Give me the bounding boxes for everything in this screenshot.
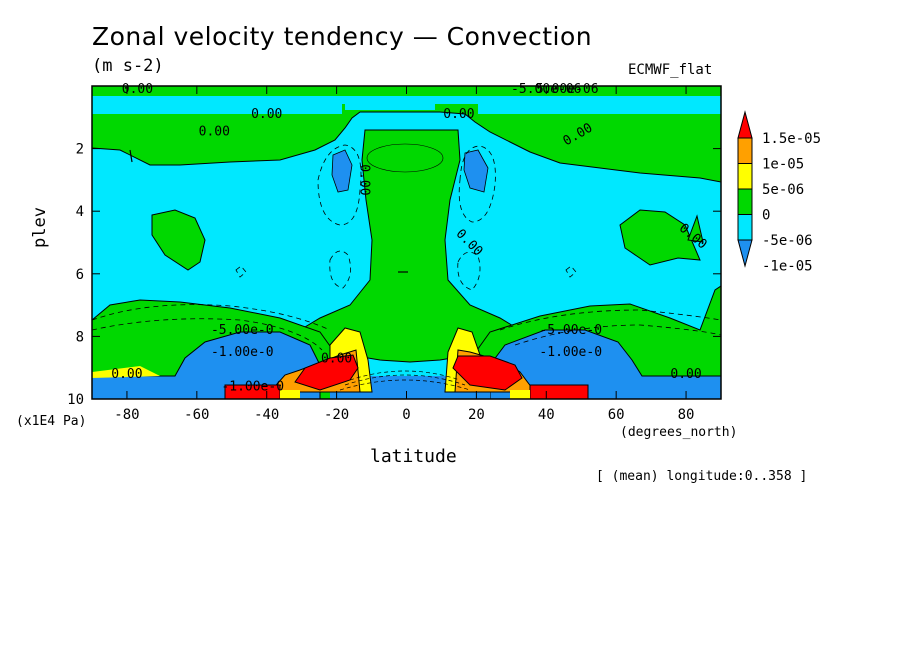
units-label: (m s-2) xyxy=(92,56,164,76)
region-cyan-stripe-top xyxy=(92,96,721,104)
colorbar-extend-bottom xyxy=(737,239,753,268)
colorbar: 1.5e-05 1e-05 5e-06 0 -5e-06 -1e-05 xyxy=(737,110,821,275)
region-blue-lobe-left xyxy=(331,149,353,193)
region-green-blob-left xyxy=(151,209,206,271)
chart-title: Zonal velocity tendency — Convection xyxy=(92,22,593,51)
colorbar-extend-top xyxy=(737,110,753,139)
x-tick-label: -20 xyxy=(324,407,349,423)
contour-label: 0.00 xyxy=(122,82,153,97)
colorbar-swatch xyxy=(737,137,753,164)
plot-area xyxy=(92,86,721,399)
region-cyan-stripe-left xyxy=(92,104,342,114)
y-axis-ticks: 2 4 6 8 10 xyxy=(67,142,721,408)
contour-label: -1.00e-0 xyxy=(221,379,284,394)
region-cyan-stripe-center xyxy=(345,104,435,110)
x-tick-label: 0 xyxy=(402,407,410,423)
region-blue-right xyxy=(489,329,721,399)
contour-label: 0.00 xyxy=(251,107,282,122)
colorbar-label: 1e-05 xyxy=(762,157,804,173)
contour-label: -5.00e-0 xyxy=(211,323,274,338)
y-tick-label: 10 xyxy=(67,392,84,408)
y-tick-label: 8 xyxy=(76,329,84,345)
colorbar-swatch xyxy=(737,163,753,190)
contour-dashed xyxy=(92,144,721,351)
region-cyan-stripe-right xyxy=(478,104,721,114)
x-tick-label: 60 xyxy=(608,407,625,423)
colorbar-label: 0 xyxy=(762,208,770,224)
contour-loop-column xyxy=(366,143,444,173)
y-tick-label: 6 xyxy=(76,267,84,283)
contour-label: 0.00 xyxy=(321,351,352,366)
region-yellow-left-lower xyxy=(92,366,160,378)
colorbar-label: -1e-05 xyxy=(762,259,813,275)
footnote: [ (mean) longitude:0..358 ] xyxy=(596,469,808,484)
colorbar-swatch xyxy=(737,188,753,215)
region-yellow-bar-left xyxy=(280,390,300,399)
x-axis-ticks: -80 -60 -40 -20 0 20 40 60 80 xyxy=(114,86,694,423)
contour-label: 0.00 xyxy=(199,124,230,139)
x-tick-label: 40 xyxy=(538,407,555,423)
contour-label: -1.00e-0 xyxy=(211,345,274,360)
contour-solid xyxy=(129,149,408,273)
contour-label: 0.00 xyxy=(443,107,474,122)
contour-label: 5.00e-06 xyxy=(536,82,599,97)
x-tick-label: -40 xyxy=(254,407,279,423)
contour-label: 0.00 xyxy=(357,164,372,195)
region-red-bar-right xyxy=(529,384,589,399)
contour-label: 0.00 xyxy=(111,367,142,382)
region-blue-left xyxy=(92,331,321,399)
x-axis-unit: (degrees_north) xyxy=(620,425,738,440)
colorbar-label: -5e-06 xyxy=(762,233,813,249)
y-axis-unit: (x1E4 Pa) xyxy=(16,414,87,429)
x-tick-label: -60 xyxy=(184,407,209,423)
y-tick-label: 4 xyxy=(76,204,84,220)
region-green-spike-right xyxy=(687,214,704,243)
x-tick-label: -80 xyxy=(114,407,139,423)
contour-label: -1.00e-0 xyxy=(539,345,602,360)
x-tick-label: 80 xyxy=(678,407,695,423)
region-green-blob-right xyxy=(619,209,701,266)
dataset-label: ECMWF_flat xyxy=(628,62,713,78)
region-blue-lobe-right xyxy=(463,149,489,193)
contour-label: 0.00 xyxy=(670,367,701,382)
colorbar-label: 5e-06 xyxy=(762,182,804,198)
x-axis-label: latitude xyxy=(370,446,457,467)
region-red-left xyxy=(294,354,359,391)
contour-dense-center xyxy=(339,370,471,391)
region-red-right xyxy=(452,355,523,391)
region-yellow-bar-right xyxy=(510,390,530,399)
region-green-column xyxy=(299,129,521,363)
colorbar-label: 1.5e-05 xyxy=(762,131,821,147)
y-tick-label: 2 xyxy=(76,142,84,158)
colorbar-swatch xyxy=(737,214,753,241)
contour-label: -5.00e-0 xyxy=(539,323,602,338)
x-tick-label: 20 xyxy=(468,407,485,423)
